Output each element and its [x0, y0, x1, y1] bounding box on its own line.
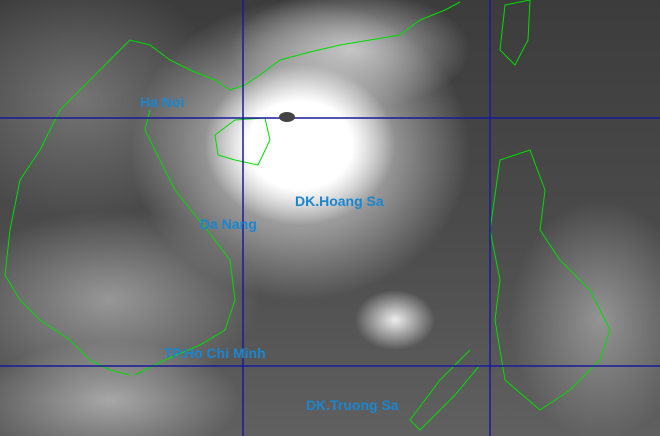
coastline-taiwan — [499, 0, 531, 66]
label-ho-chi-minh: TP.Ho Chi Minh — [164, 345, 266, 361]
label-hoang-sa: DK.Hoang Sa — [295, 193, 384, 209]
label-truong-sa: DK.Truong Sa — [306, 397, 399, 413]
coastline-philippines — [489, 149, 611, 411]
typhoon-eye — [279, 112, 295, 122]
label-da-nang: Da Nang — [200, 216, 257, 232]
coastline-palawan — [409, 349, 481, 431]
coastline-hainan — [214, 117, 271, 166]
coastline-vietnam — [4, 39, 246, 376]
label-ha-noi: Ha Noi — [140, 94, 185, 110]
coastline-china — [244, 1, 461, 86]
